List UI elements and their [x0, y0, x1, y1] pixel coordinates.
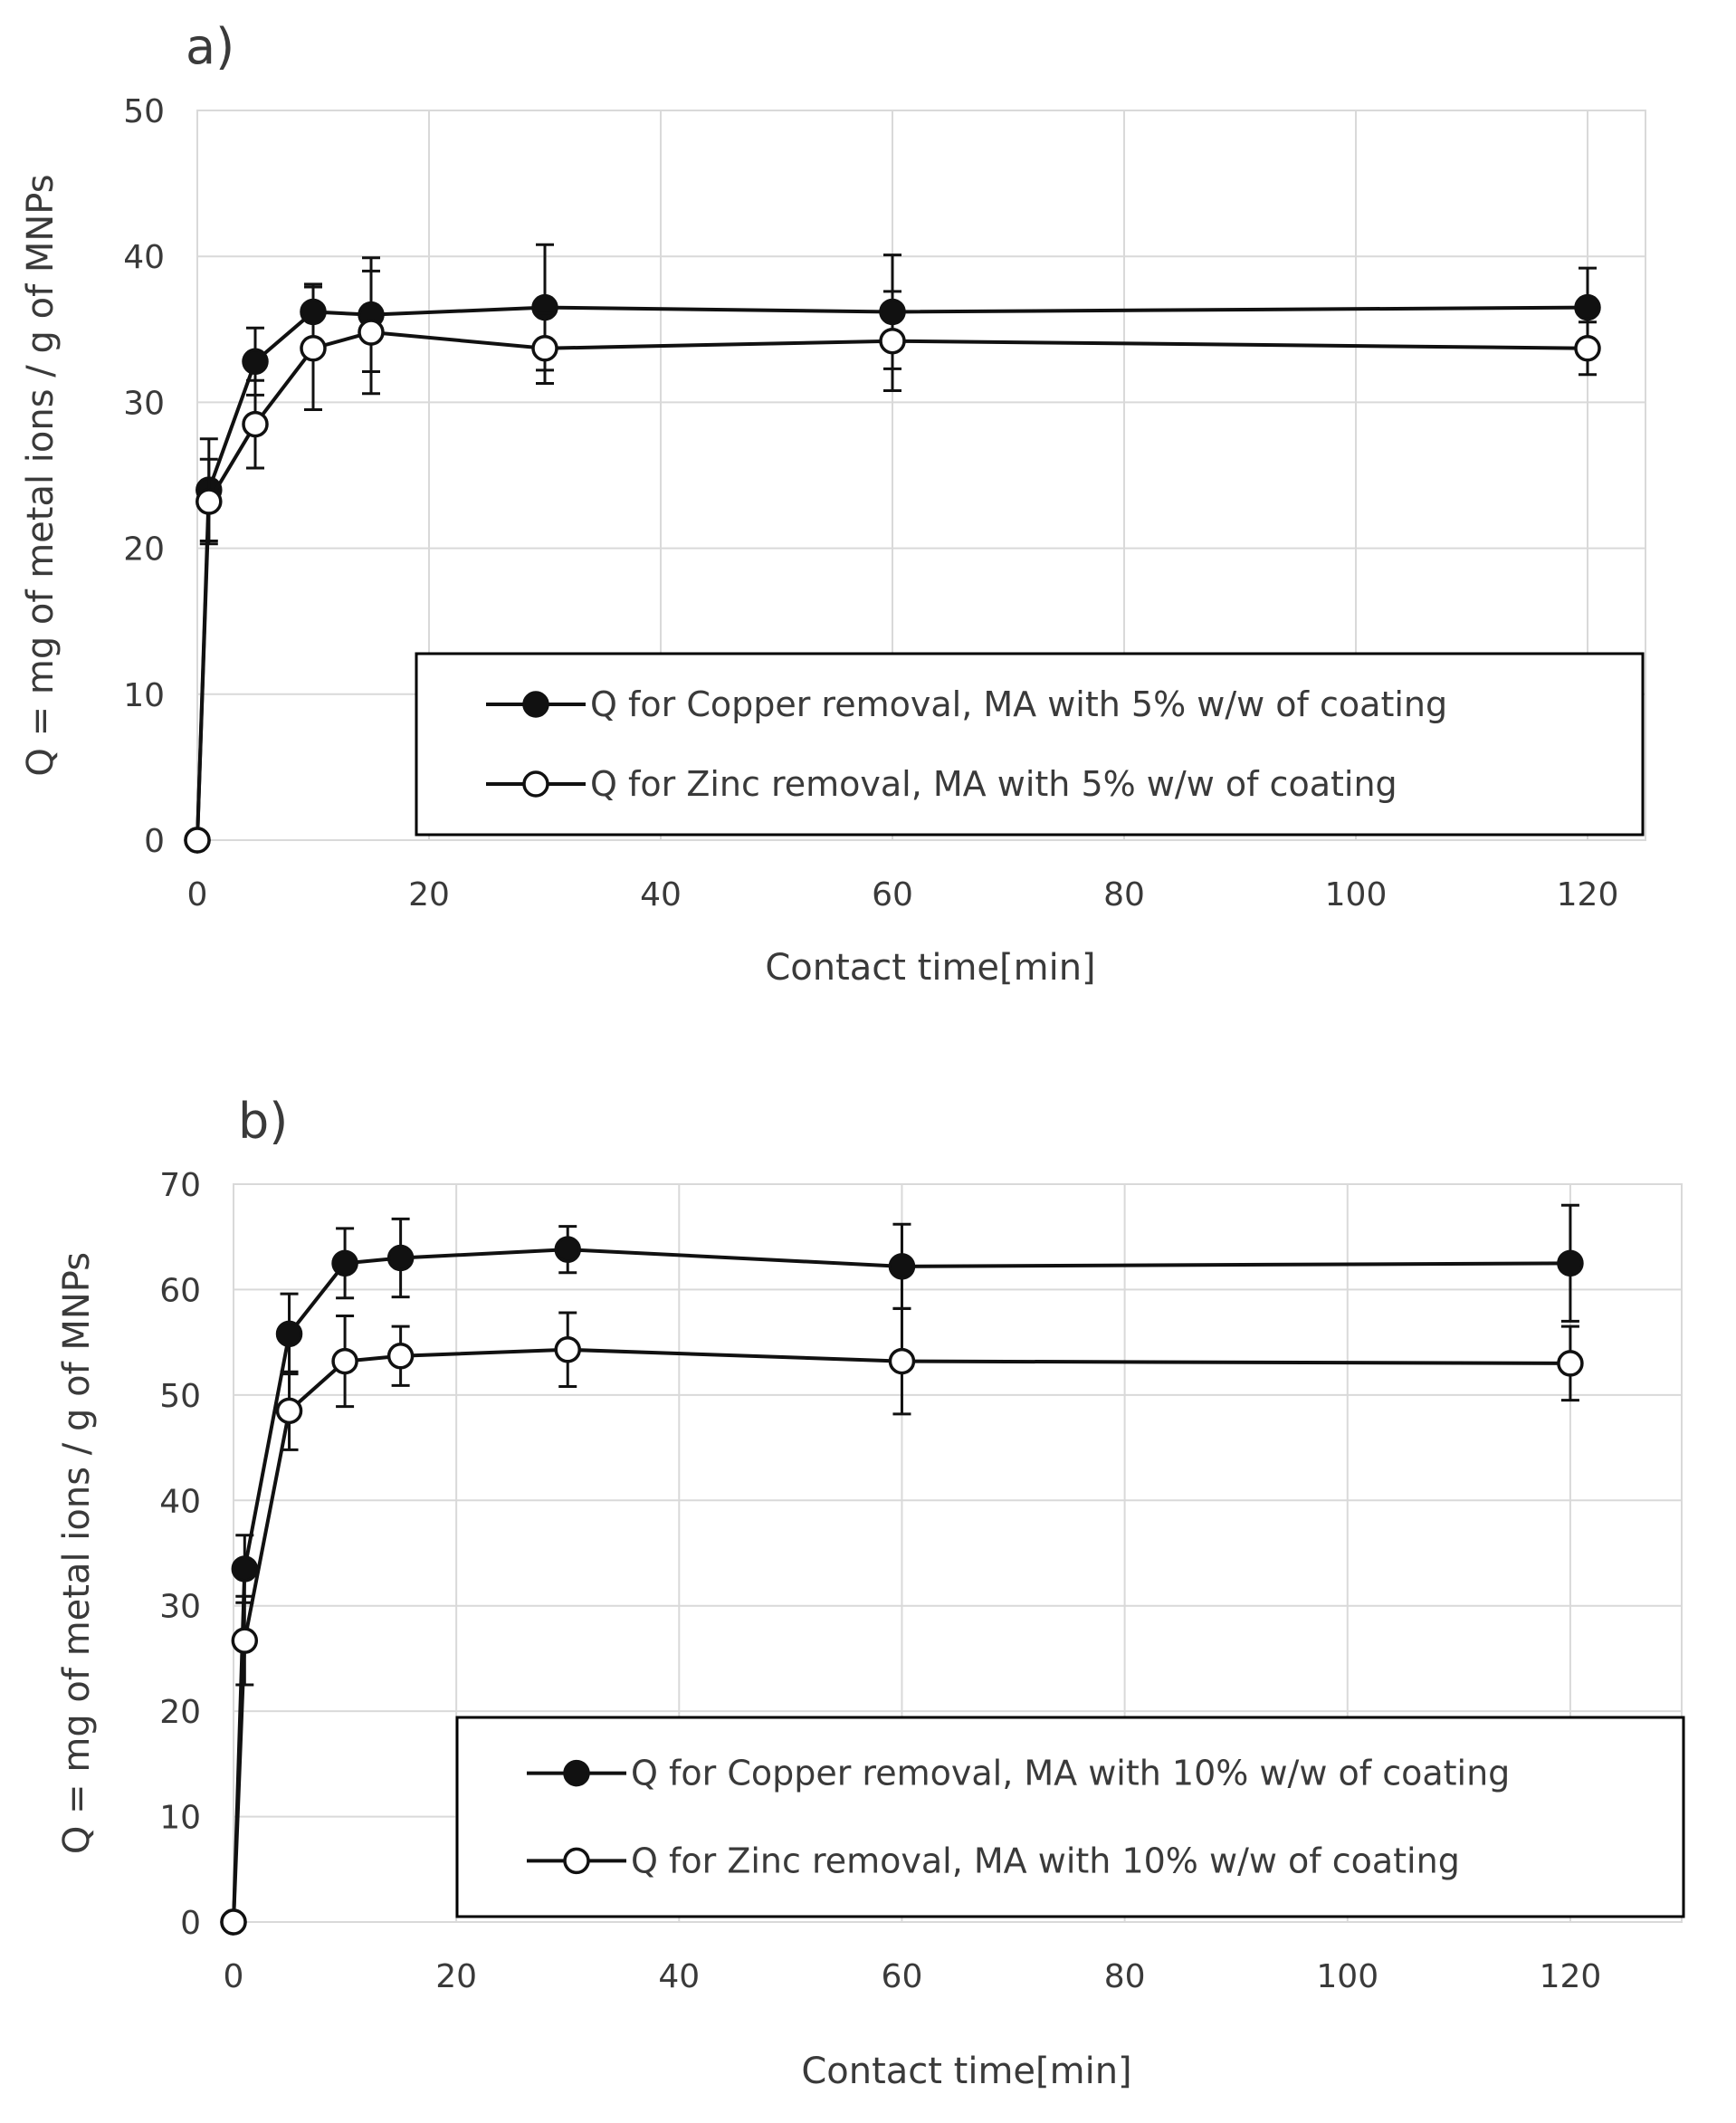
legend-label: Q for Zinc removal, MA with 10% w/w of c…: [631, 1841, 1460, 1880]
plot-area: [196, 110, 1646, 841]
y-tick-label: 0: [144, 823, 165, 860]
data-point: [888, 1253, 916, 1280]
series-line: [232, 1248, 1570, 1923]
x-tick-label: 100: [1316, 1958, 1378, 1995]
data-point: [300, 335, 327, 362]
y-tick-label: 50: [159, 1378, 201, 1415]
y-tick-label: 20: [159, 1694, 201, 1731]
y-tick-label: 0: [180, 1905, 201, 1942]
plot-area: [233, 1183, 1683, 1923]
x-tick-label: 120: [1540, 1958, 1602, 1995]
chart-b: b) 0 10 20 30 40 50 60 70 0 20 40 60 80 100 120 Contact …: [56, 1093, 1685, 2092]
data-point: [331, 1347, 358, 1375]
y-axis-title: Q = mg of metal ions / g of MNPs: [56, 1252, 98, 1854]
legend-label: Q for Zinc removal, MA with 5% w/w of co…: [590, 764, 1397, 804]
data-point: [386, 1343, 415, 1370]
x-tick-label: 20: [435, 1958, 477, 1995]
x-tick-label: 80: [1103, 876, 1145, 913]
series-line: [196, 305, 1588, 841]
y-tick-label: 10: [123, 677, 165, 714]
data-point: [1557, 1350, 1584, 1377]
x-tick-label: 120: [1557, 876, 1619, 913]
legend: Q for Copper removal, MA with 10% w/w of…: [455, 1716, 1685, 1918]
data-point: [220, 1908, 247, 1936]
legend-box: [455, 1716, 1685, 1918]
data-point: [231, 1555, 259, 1583]
legend-marker: [522, 770, 549, 798]
data-point: [275, 1397, 303, 1425]
data-point: [554, 1336, 581, 1363]
data-point: [358, 319, 385, 346]
data-point: [184, 827, 211, 854]
data-point: [242, 348, 269, 376]
legend-marker: [563, 1759, 590, 1787]
data-point: [554, 1236, 581, 1263]
y-tick-label: 30: [159, 1589, 201, 1626]
y-tick-label: 10: [159, 1800, 201, 1837]
x-tick-label: 20: [408, 876, 450, 913]
legend-marker: [563, 1847, 590, 1875]
series-zinc: [220, 1306, 1584, 1936]
y-tick-label: 60: [159, 1272, 201, 1309]
data-point: [531, 335, 558, 362]
y-tick-label: 20: [123, 531, 165, 569]
x-tick-label: 40: [640, 876, 682, 913]
series-line: [232, 1347, 1570, 1923]
x-tick-label: 0: [187, 876, 208, 913]
y-tick-label: 30: [123, 385, 165, 422]
data-point: [275, 1320, 303, 1348]
legend-label: Q for Copper removal, MA with 10% w/w of…: [631, 1754, 1510, 1793]
x-tick-label: 80: [1104, 1958, 1146, 1995]
data-point: [242, 410, 269, 438]
data-point: [386, 1244, 415, 1272]
data-point: [196, 488, 223, 515]
x-axis-title: Contact time[min]: [801, 2051, 1131, 2092]
series-zinc: [184, 269, 1601, 854]
panel-label: a): [186, 18, 234, 75]
data-point: [879, 327, 906, 355]
data-point: [888, 1347, 916, 1375]
legend-label: Q for Copper removal, MA with 5% w/w of …: [590, 684, 1447, 724]
series-line: [196, 330, 1588, 841]
data-point: [1574, 335, 1601, 362]
x-tick-label: 60: [872, 876, 913, 913]
y-tick-label: 40: [159, 1483, 201, 1520]
x-tick-label: 40: [658, 1958, 700, 1995]
x-tick-label: 0: [224, 1958, 244, 1995]
x-tick-label: 60: [882, 1958, 923, 1995]
x-axis-title: Contact time[min]: [765, 947, 1095, 989]
y-axis-title: Q = mg of metal ions / g of MNPs: [20, 174, 62, 776]
legend-box: [415, 652, 1645, 837]
chart-a: a) 0 10 20 30 40 50 0 20 40 60 80 100 120 Contact time…: [20, 18, 1646, 989]
panel-label: b): [238, 1093, 288, 1150]
x-tick-label: 100: [1325, 876, 1388, 913]
legend-marker: [522, 691, 549, 718]
data-point: [331, 1249, 358, 1277]
y-tick-label: 70: [159, 1167, 201, 1204]
data-point: [1557, 1249, 1584, 1277]
y-tick-label: 40: [123, 239, 165, 276]
y-tick-label: 50: [123, 93, 165, 130]
legend: Q for Copper removal, MA with 5% w/w of …: [415, 652, 1645, 837]
data-point: [231, 1627, 259, 1654]
data-point: [1574, 293, 1601, 321]
